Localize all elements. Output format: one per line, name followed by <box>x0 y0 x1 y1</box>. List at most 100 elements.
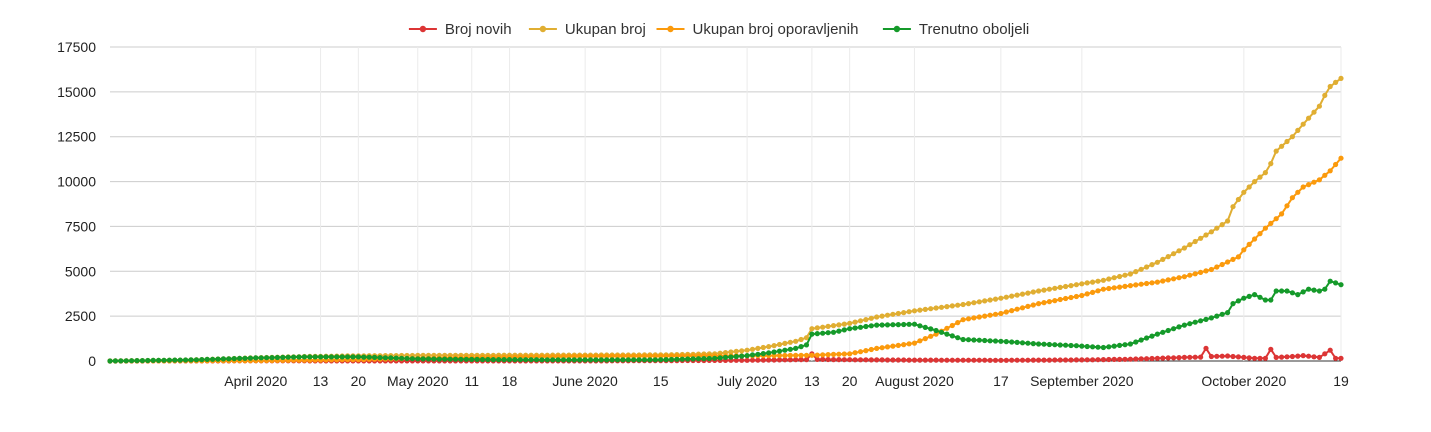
data-point <box>1127 356 1133 362</box>
data-point <box>771 357 777 363</box>
data-point <box>917 338 923 344</box>
data-point <box>971 315 977 321</box>
x-tick-label: 11 <box>464 373 479 389</box>
data-point <box>123 358 129 364</box>
data-point <box>1327 83 1333 90</box>
data-point <box>1084 357 1090 363</box>
data-point <box>1311 354 1317 360</box>
data-point <box>928 333 934 339</box>
data-point <box>1117 356 1123 362</box>
data-point <box>1187 242 1193 248</box>
data-point <box>1165 327 1171 334</box>
data-point <box>679 356 685 362</box>
data-point <box>1192 319 1198 325</box>
data-point <box>1030 357 1036 363</box>
data-point <box>1262 355 1268 361</box>
data-point <box>1046 286 1052 292</box>
legend-item[interactable]: Ukupan broj <box>528 21 646 38</box>
data-point <box>1187 272 1193 278</box>
data-point <box>782 340 788 346</box>
data-point <box>1192 271 1198 277</box>
data-point <box>1181 274 1187 280</box>
x-tick-label: 20 <box>351 373 367 389</box>
data-point <box>1025 290 1031 296</box>
data-point <box>1063 342 1069 348</box>
data-point <box>614 353 621 359</box>
data-point <box>1138 266 1144 272</box>
data-point <box>1322 286 1328 292</box>
data-point <box>291 354 297 360</box>
data-point <box>1235 254 1241 260</box>
data-point <box>129 358 135 364</box>
data-point <box>917 307 923 313</box>
data-point <box>809 326 815 332</box>
legend[interactable]: Broj novih Ukupan broj Ukupan broj oporavl… <box>408 21 1029 38</box>
data-point <box>771 353 777 359</box>
data-point <box>766 344 772 350</box>
data-point <box>1225 218 1231 224</box>
data-point <box>922 306 928 312</box>
data-point <box>1198 354 1204 360</box>
data-point <box>760 351 766 357</box>
data-point <box>631 353 637 359</box>
data-point <box>1052 298 1058 304</box>
data-point <box>452 356 459 362</box>
data-point <box>1084 280 1090 286</box>
legend-item[interactable]: Broj novih <box>408 21 512 38</box>
data-point <box>803 342 810 348</box>
data-point <box>868 357 874 363</box>
data-point <box>830 329 837 335</box>
y-tick-label: 0 <box>88 353 96 369</box>
data-point <box>1117 342 1123 348</box>
data-point <box>431 356 437 362</box>
data-point <box>1030 341 1036 347</box>
data-point <box>1090 357 1096 363</box>
data-point <box>955 335 961 341</box>
data-point <box>604 353 610 359</box>
legend-marker-icon <box>893 25 901 33</box>
data-point <box>1192 238 1198 245</box>
data-point <box>1284 354 1290 360</box>
data-point <box>1176 275 1182 281</box>
data-point <box>1100 344 1106 351</box>
data-point <box>1063 295 1069 302</box>
data-point <box>890 357 896 363</box>
data-point <box>193 357 199 363</box>
legend-item[interactable]: Trenutno oboljeli <box>882 21 1029 38</box>
legend-item[interactable]: Ukupan broj oporavljenih <box>656 21 859 38</box>
x-tick-label: July 2020 <box>717 373 777 389</box>
data-point <box>668 356 675 363</box>
data-point <box>1198 318 1204 324</box>
data-point <box>766 350 772 356</box>
data-point <box>825 330 831 336</box>
data-point <box>296 354 302 360</box>
data-point <box>215 356 221 362</box>
data-point <box>436 356 442 362</box>
data-point <box>1203 316 1209 322</box>
data-point <box>884 344 891 350</box>
data-point <box>1149 280 1155 286</box>
data-point <box>1252 292 1258 298</box>
data-point <box>911 340 918 346</box>
data-point <box>415 356 421 362</box>
data-point <box>1068 294 1074 301</box>
legend-label: Broj novih <box>445 21 512 38</box>
data-point <box>928 357 934 363</box>
data-point <box>836 357 842 363</box>
data-point <box>998 310 1004 317</box>
data-point <box>922 336 928 342</box>
legend-label: Trenutno oboljeli <box>919 21 1029 38</box>
data-point <box>112 358 118 364</box>
data-point <box>1133 282 1139 288</box>
data-point <box>749 346 756 352</box>
data-point <box>1025 357 1031 363</box>
data-point <box>879 322 885 328</box>
data-point <box>847 320 853 326</box>
data-point <box>933 357 939 363</box>
data-point <box>1122 283 1128 289</box>
data-point <box>1187 321 1193 327</box>
data-point <box>755 351 761 357</box>
data-point <box>1014 339 1020 345</box>
data-point <box>1030 289 1036 295</box>
